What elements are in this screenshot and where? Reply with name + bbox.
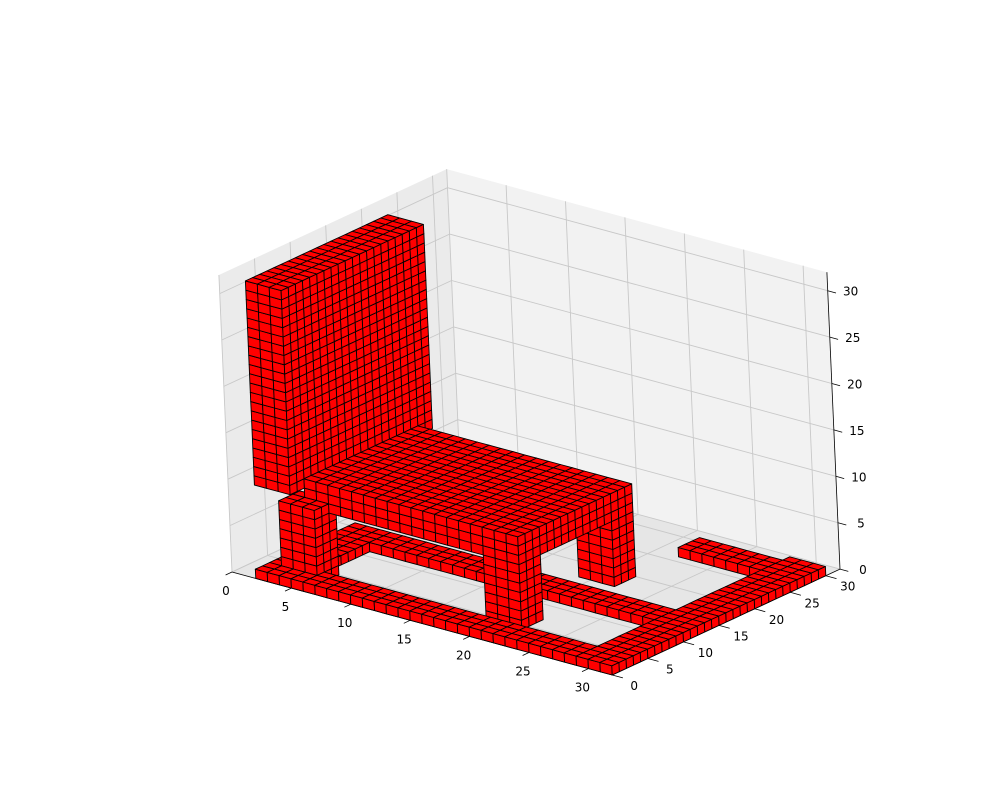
z-tick-mark [831, 383, 841, 387]
y-tick-label: 10 [698, 646, 713, 660]
voxel-top-face [301, 503, 322, 511]
grid-line-z [451, 280, 832, 384]
y-tick-label: 20 [769, 613, 784, 627]
grid-line-x [683, 233, 698, 531]
y-tick-label: 15 [733, 629, 748, 643]
grid-line-z [457, 419, 839, 524]
z-tick-mark [833, 429, 843, 433]
x-tick-mark [225, 571, 233, 576]
grid-line-z [453, 326, 835, 431]
voxel-top-face [599, 658, 620, 667]
y-tick-label: 0 [630, 679, 638, 693]
grid-line-x [565, 201, 580, 499]
x-tick-mark [344, 603, 351, 608]
y-tick-mark [612, 674, 624, 679]
grid-line-y [218, 274, 233, 573]
x-tick-label: 0 [222, 584, 230, 598]
x-tick-label: 25 [515, 665, 530, 679]
z-tick-label: 30 [843, 285, 858, 299]
z-tick-label: 5 [857, 517, 865, 531]
grid-line-z [447, 187, 828, 292]
voxel-object [244, 214, 827, 676]
x-tick-mark [581, 668, 589, 672]
voxel-top-face [505, 529, 526, 538]
grid-line-x [624, 217, 639, 515]
z-tick-mark [837, 522, 847, 526]
z-tick-label: 0 [859, 563, 867, 577]
x-tick-mark [403, 619, 411, 624]
z-axis-line [826, 272, 841, 570]
x-tick-mark [522, 652, 530, 656]
z-tick-label: 10 [851, 470, 866, 484]
z-tick-label: 15 [849, 424, 864, 438]
x-tick-label: 15 [397, 632, 412, 646]
grid-line-x [505, 185, 520, 483]
x-tick-label: 30 [575, 681, 590, 695]
y-tick-mark [825, 575, 837, 579]
z-tick-mark [829, 336, 839, 340]
z-tick-mark [839, 568, 849, 572]
z-tick-label: 20 [847, 378, 862, 392]
y-tick-mark [647, 658, 659, 662]
y-tick-label: 25 [805, 596, 820, 610]
x-tick-mark [284, 587, 292, 592]
grid-line-x [802, 265, 817, 563]
x-tick-label: 20 [456, 648, 471, 662]
z-tick-mark [835, 475, 845, 479]
y-tick-mark [790, 591, 802, 596]
grid-line-y [432, 175, 447, 473]
y-tick-label: 5 [666, 662, 674, 676]
x-tick-label: 10 [337, 616, 352, 630]
voxel-top-face [268, 283, 289, 292]
y-tick-mark [718, 625, 730, 629]
grid-line-x [446, 169, 461, 467]
grid-line-z [455, 372, 837, 477]
z-tick-mark [827, 290, 837, 294]
tick-labels: 0 5 10 15 20 25 30 0 5 10 15 20 25 30 0 5 10 15 20 25 30 [222, 285, 867, 695]
grid-line-x [743, 249, 758, 547]
grid-line-z [449, 233, 830, 338]
y-tick-mark [683, 641, 695, 646]
z-tick-label: 25 [845, 331, 860, 345]
y-tick-label: 30 [840, 580, 855, 594]
x-tick-mark [463, 636, 470, 640]
y-tick-mark [754, 608, 766, 613]
x-tick-label: 5 [282, 600, 290, 614]
